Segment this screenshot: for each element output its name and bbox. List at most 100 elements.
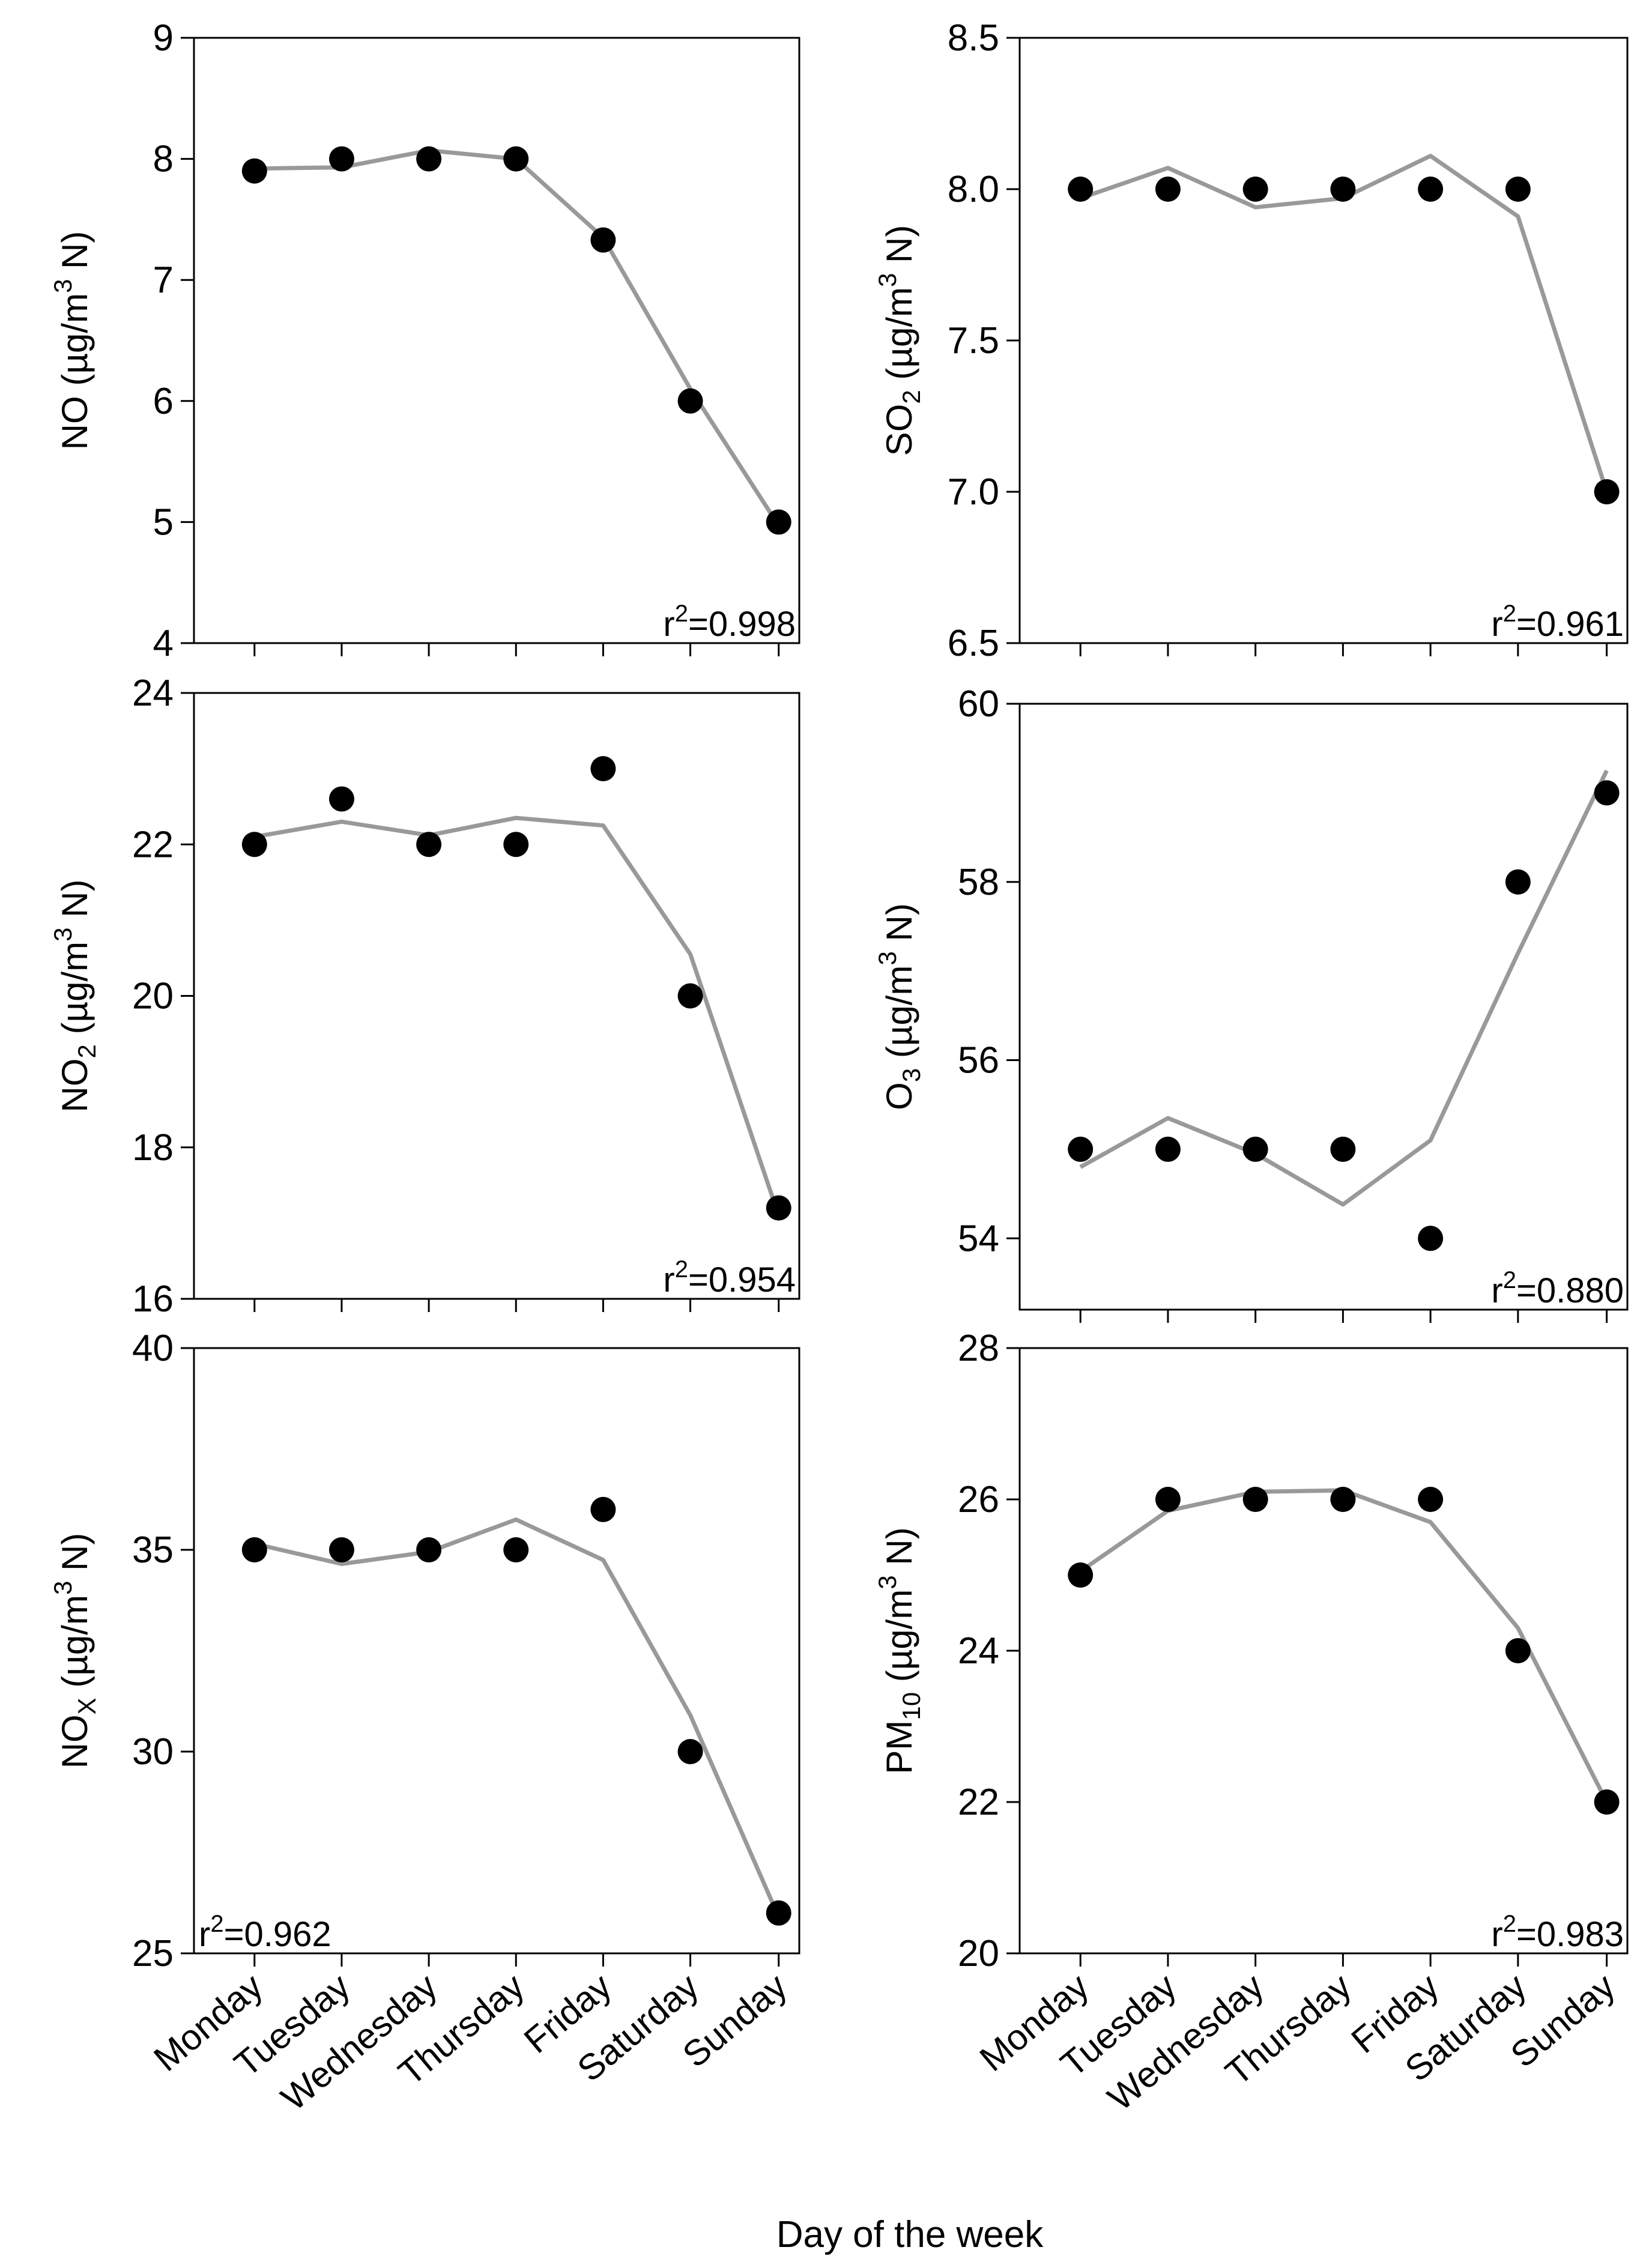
y-tick-label: 40: [132, 1328, 174, 1369]
y-tick-label: 6: [153, 381, 174, 422]
y-tick-label: 58: [958, 862, 999, 903]
fit-line: [254, 1517, 781, 1918]
data-point: [1242, 1487, 1268, 1512]
y-axis-title: SO2 (µg/m3 N): [873, 225, 925, 456]
y-axis-title: PM10 (µg/m3 N): [873, 1527, 925, 1774]
data-point: [1594, 1789, 1620, 1815]
y-tick-label: 8.5: [948, 17, 999, 59]
data-point: [1242, 1136, 1268, 1162]
y-axis-title: NOX (µg/m3 N): [49, 1533, 101, 1769]
chart-panel-4: 54 56 58 60 O3 (µg/m3 N) r2=0.880: [873, 683, 1629, 1323]
data-point: [1594, 479, 1620, 504]
data-point: [766, 509, 791, 535]
y-tick-label: 7.5: [948, 320, 999, 361]
data-point: [677, 1739, 703, 1764]
data-point: [1330, 1487, 1356, 1512]
y-tick-label: 16: [132, 1278, 174, 1320]
r-squared-annotation: r2=0.962: [199, 1911, 331, 1954]
data-point: [328, 786, 354, 812]
y-tick-label: 60: [958, 683, 999, 725]
y-tick-label: 20: [958, 1933, 999, 1974]
data-point: [503, 832, 529, 857]
data-point: [503, 146, 529, 172]
y-tick-label: 4: [153, 623, 174, 664]
x-axis-title: Day of the week: [776, 2214, 1044, 2255]
y-tick-label: 20: [132, 976, 174, 1017]
chart-panel-3: 16 18 20 22 24 NO2 (µg/m3 N) r2=0.954: [49, 673, 800, 1320]
data-point: [241, 832, 267, 857]
plot-frame: [1018, 1347, 1629, 1955]
data-point: [1505, 869, 1531, 895]
y-tick-label: 8.0: [948, 169, 999, 210]
data-point: [677, 388, 703, 414]
data-point: [241, 1537, 267, 1562]
data-point: [590, 227, 616, 253]
data-point: [1330, 1136, 1356, 1162]
data-point: [1155, 1487, 1181, 1512]
data-point: [1068, 1136, 1094, 1162]
data-point: [1330, 177, 1356, 202]
data-point: [766, 1195, 791, 1221]
y-tick-label: 54: [958, 1218, 999, 1259]
plot-frame: [193, 692, 800, 1300]
y-tick-label: 22: [958, 1782, 999, 1823]
data-point: [590, 1496, 616, 1522]
data-point: [1418, 177, 1444, 202]
plot-frame: [193, 37, 800, 644]
plot-frame: [1018, 37, 1629, 644]
fit-line: [1080, 154, 1609, 493]
plot-frame: [1018, 703, 1629, 1311]
data-point: [1155, 1136, 1181, 1162]
y-axis-title: NO2 (µg/m3 N): [49, 880, 101, 1113]
data-point: [416, 832, 442, 857]
data-point: [1418, 1226, 1444, 1251]
fit-line: [254, 148, 781, 527]
data-point: [503, 1537, 529, 1562]
data-point: [1505, 177, 1531, 202]
data-point: [1155, 177, 1181, 202]
plot-frame: [193, 1347, 800, 1955]
data-point: [1242, 177, 1268, 202]
fit-line: [1079, 769, 1609, 1207]
data-point: [416, 1537, 442, 1562]
y-tick-label: 9: [153, 17, 174, 59]
r-squared-annotation: r2=0.961: [1491, 600, 1624, 644]
r-squared-annotation: r2=0.880: [1491, 1267, 1624, 1310]
y-tick-label: 7: [153, 259, 174, 301]
y-tick-label: 30: [132, 1731, 174, 1773]
y-axis-title: O3 (µg/m3 N): [873, 903, 925, 1110]
y-tick-label: 35: [132, 1529, 174, 1571]
chart-panel-1: 4 5 6 7 8 9 NO (µg/m3 N) r2=0.998: [49, 17, 800, 664]
y-tick-label: 24: [132, 673, 174, 714]
y-tick-label: 28: [958, 1328, 999, 1369]
r-squared-annotation: r2=0.983: [1491, 1911, 1624, 1954]
y-tick-label: 8: [153, 139, 174, 180]
chart-panel-6: 2022242628MondayTuesdayWednesdayThursday…: [873, 1328, 1629, 2118]
data-point: [1418, 1487, 1444, 1512]
y-tick-label: 7.0: [948, 471, 999, 513]
y-tick-label: 22: [132, 824, 174, 865]
data-point: [677, 983, 703, 1009]
y-tick-label: 6.5: [948, 623, 999, 664]
data-point: [328, 1537, 354, 1562]
y-tick-label: 25: [132, 1933, 174, 1974]
data-point: [766, 1900, 791, 1926]
y-tick-label: 24: [958, 1630, 999, 1672]
y-tick-label: 26: [958, 1479, 999, 1520]
data-point: [590, 756, 616, 782]
data-point: [241, 158, 267, 184]
y-tick-label: 5: [153, 501, 174, 543]
data-point: [1068, 1562, 1094, 1588]
data-point: [1505, 1638, 1531, 1663]
data-point: [1068, 177, 1094, 202]
r-squared-annotation: r2=0.954: [663, 1256, 796, 1299]
chart-panel-2: 6.5 7.0 7.5 8.0 8.5 SO2 (µg/m3 N) r2=0.961: [873, 17, 1629, 664]
y-tick-label: 18: [132, 1127, 174, 1169]
y-axis-title: NO (µg/m3 N): [49, 231, 95, 450]
r-squared-annotation: r2=0.998: [663, 600, 796, 644]
y-tick-label: 56: [958, 1040, 999, 1081]
data-point: [328, 146, 354, 172]
fit-line: [254, 815, 781, 1217]
data-point: [1594, 780, 1620, 806]
